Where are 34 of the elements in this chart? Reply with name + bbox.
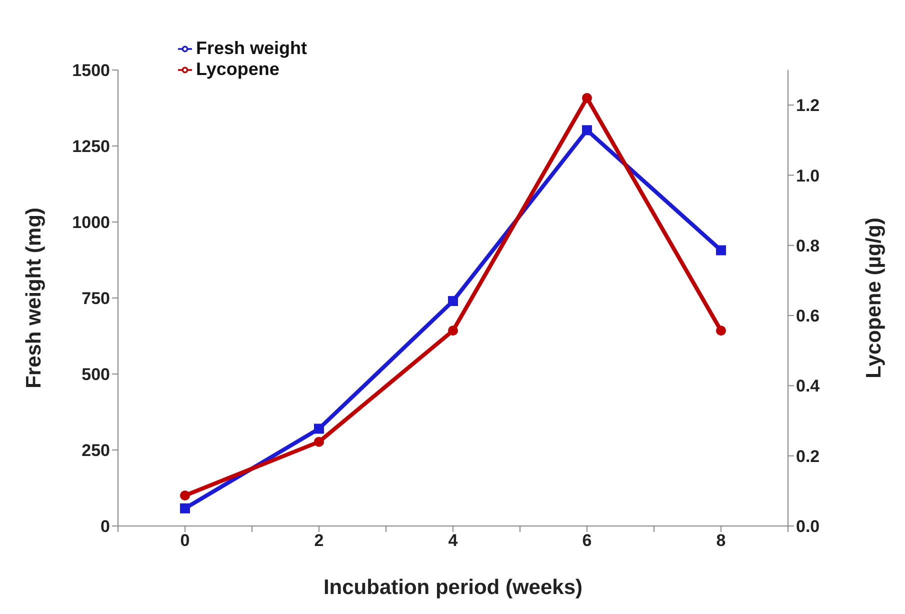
point	[314, 436, 324, 447]
point	[582, 93, 592, 104]
y-tick-label: 250	[82, 441, 110, 460]
point	[716, 326, 726, 336]
legend-label: Lycopene	[196, 59, 280, 79]
x-tick-label: 4	[448, 531, 458, 550]
legend-label: Fresh weight	[196, 38, 308, 58]
point	[448, 296, 458, 306]
x-tick-label: 8	[716, 531, 726, 550]
point	[716, 245, 726, 256]
point	[180, 503, 190, 514]
y2-tick-label: 0.6	[796, 306, 820, 326]
point	[582, 125, 592, 136]
y-tick-label: 1500	[72, 61, 110, 80]
y-tick-label: 750	[82, 289, 110, 308]
y-tick-label: 500	[82, 365, 110, 384]
y2-tick-label: 1.2	[796, 96, 820, 116]
y-tick-label: 1250	[72, 137, 110, 156]
y-axis-title: Fresh weight (mg)	[22, 208, 46, 388]
point	[180, 490, 190, 500]
point	[448, 326, 458, 336]
y2-tick-label: 0.0	[796, 517, 820, 536]
point	[314, 424, 324, 434]
x-tick-label: 6	[582, 531, 592, 550]
y2-tick-label: 0.2	[796, 446, 820, 466]
y-tick-label: 0	[100, 517, 110, 536]
y-tick-label: 1000	[72, 213, 110, 232]
y2-tick-label: 0.8	[796, 236, 820, 256]
x-axis-title: Incubation period (weeks)	[323, 576, 583, 599]
x-tick-label: 2	[314, 531, 324, 550]
y2-tick-label: 0.4	[796, 376, 820, 396]
y2-axis-title: Lycopene (µg/g)	[862, 218, 886, 378]
y2-tick-label: 1.0	[796, 166, 820, 186]
x-tick-label: 0	[180, 531, 190, 550]
